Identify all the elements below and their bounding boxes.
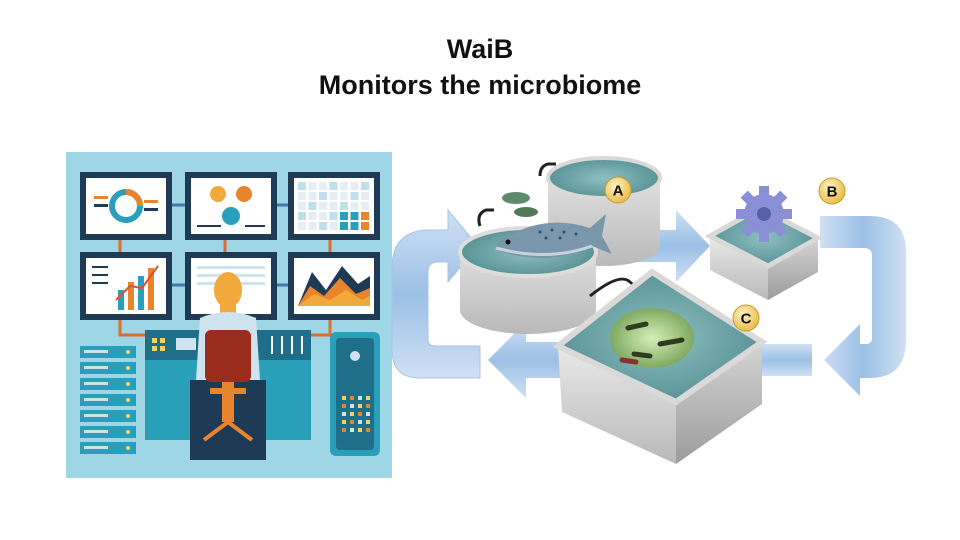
arrow-c-out [488, 322, 560, 398]
badge-c: C [732, 304, 760, 332]
monitor-pie-charts [185, 172, 277, 240]
microbiome-box-stage-c [552, 268, 768, 464]
monitoring-station-illustration [66, 152, 392, 478]
fish-tanks-stage-a [458, 156, 662, 334]
badge-c-label: C [741, 311, 752, 328]
monitor-grid-heatmap [288, 172, 380, 240]
monitor-donut-chart [80, 172, 172, 240]
badge-a: A [604, 176, 632, 204]
server-tower [330, 332, 380, 456]
gear-icon [736, 186, 792, 242]
slide-subtitle: Monitors the microbiome [318, 70, 642, 100]
slide-title: WaiB [446, 34, 514, 64]
monitor-area-chart [288, 252, 380, 320]
monitor-bar-line-chart [80, 252, 172, 320]
arrow-into-c-shaft [760, 344, 812, 376]
badge-b-label: B [827, 184, 838, 201]
fish-icon [495, 214, 612, 259]
operator-person [196, 272, 260, 452]
processing-box-stage-b [704, 186, 824, 300]
microbe-icon [610, 308, 694, 368]
arrow-a-to-b [612, 210, 710, 282]
badge-a-label: A [613, 183, 624, 200]
badge-b: B [818, 177, 846, 205]
server-rack [80, 346, 136, 454]
arrow-b-to-c [820, 216, 906, 396]
